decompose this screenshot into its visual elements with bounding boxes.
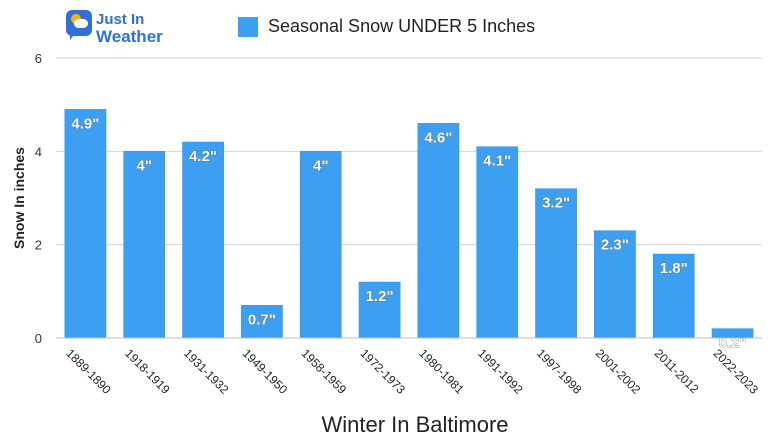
bar	[476, 146, 519, 339]
x-tick-label: 1972-1973	[357, 346, 408, 397]
bar-data-label: 4.2"	[189, 148, 217, 165]
x-axis-label: Winter In Baltimore	[321, 412, 508, 437]
bar-data-label: 4.6"	[424, 129, 452, 146]
bar-data-label: 1.8"	[660, 260, 688, 277]
bar-data-label: 0.2"	[719, 335, 747, 352]
y-tick-label: 0	[35, 331, 42, 346]
x-tick-label: 1931-1932	[181, 346, 232, 397]
bar	[64, 109, 107, 339]
y-tick-label: 4	[35, 144, 42, 159]
bar	[358, 281, 401, 339]
bar	[241, 305, 283, 339]
bar-data-label: 2.3"	[601, 237, 629, 254]
x-tick-label: 2001-2002	[593, 346, 644, 397]
bar	[299, 151, 342, 339]
bar	[535, 188, 577, 339]
legend-label: Seasonal Snow UNDER 5 Inches	[268, 16, 536, 36]
bar-data-label: 4.9"	[71, 115, 99, 132]
x-tick-label: 1997-1998	[534, 346, 585, 397]
weather-logo-icon	[66, 10, 92, 40]
x-tick-label: 1889-1890	[63, 346, 114, 397]
logo-text-line2: Weather	[96, 27, 163, 46]
x-tick-label: 1980-1981	[416, 346, 467, 397]
bar	[652, 253, 695, 339]
just-in-weather-logo: Just In Weather	[66, 10, 176, 48]
bar-data-label: 1.2"	[366, 288, 394, 305]
bar-data-label: 4"	[137, 157, 152, 174]
y-tick-label: 2	[35, 238, 42, 253]
bar	[123, 151, 166, 339]
x-tick-label: 1991-1992	[475, 346, 526, 397]
bar-data-label: 4.1"	[483, 153, 511, 170]
x-tick-label: 1918-1919	[122, 346, 173, 397]
y-tick-label: 6	[35, 51, 42, 66]
bar	[594, 230, 636, 339]
bar	[182, 141, 224, 339]
bar-data-label: 3.2"	[542, 195, 570, 212]
x-tick-label: 2022-2023	[710, 346, 761, 397]
bar-data-label: 0.7"	[248, 311, 276, 328]
chart-legend: Seasonal Snow UNDER 5 Inches	[238, 16, 535, 37]
y-axis-label: Snow In inches	[11, 147, 27, 249]
x-tick-label: 2011-2012	[652, 346, 702, 396]
bar	[417, 123, 460, 339]
bar-data-label: 4"	[313, 157, 328, 174]
x-tick-label: 1958-1959	[299, 346, 350, 397]
legend-swatch	[238, 16, 258, 37]
logo-text-line1: Just In	[96, 11, 145, 28]
x-tick-label: 1949-1950	[240, 346, 291, 397]
